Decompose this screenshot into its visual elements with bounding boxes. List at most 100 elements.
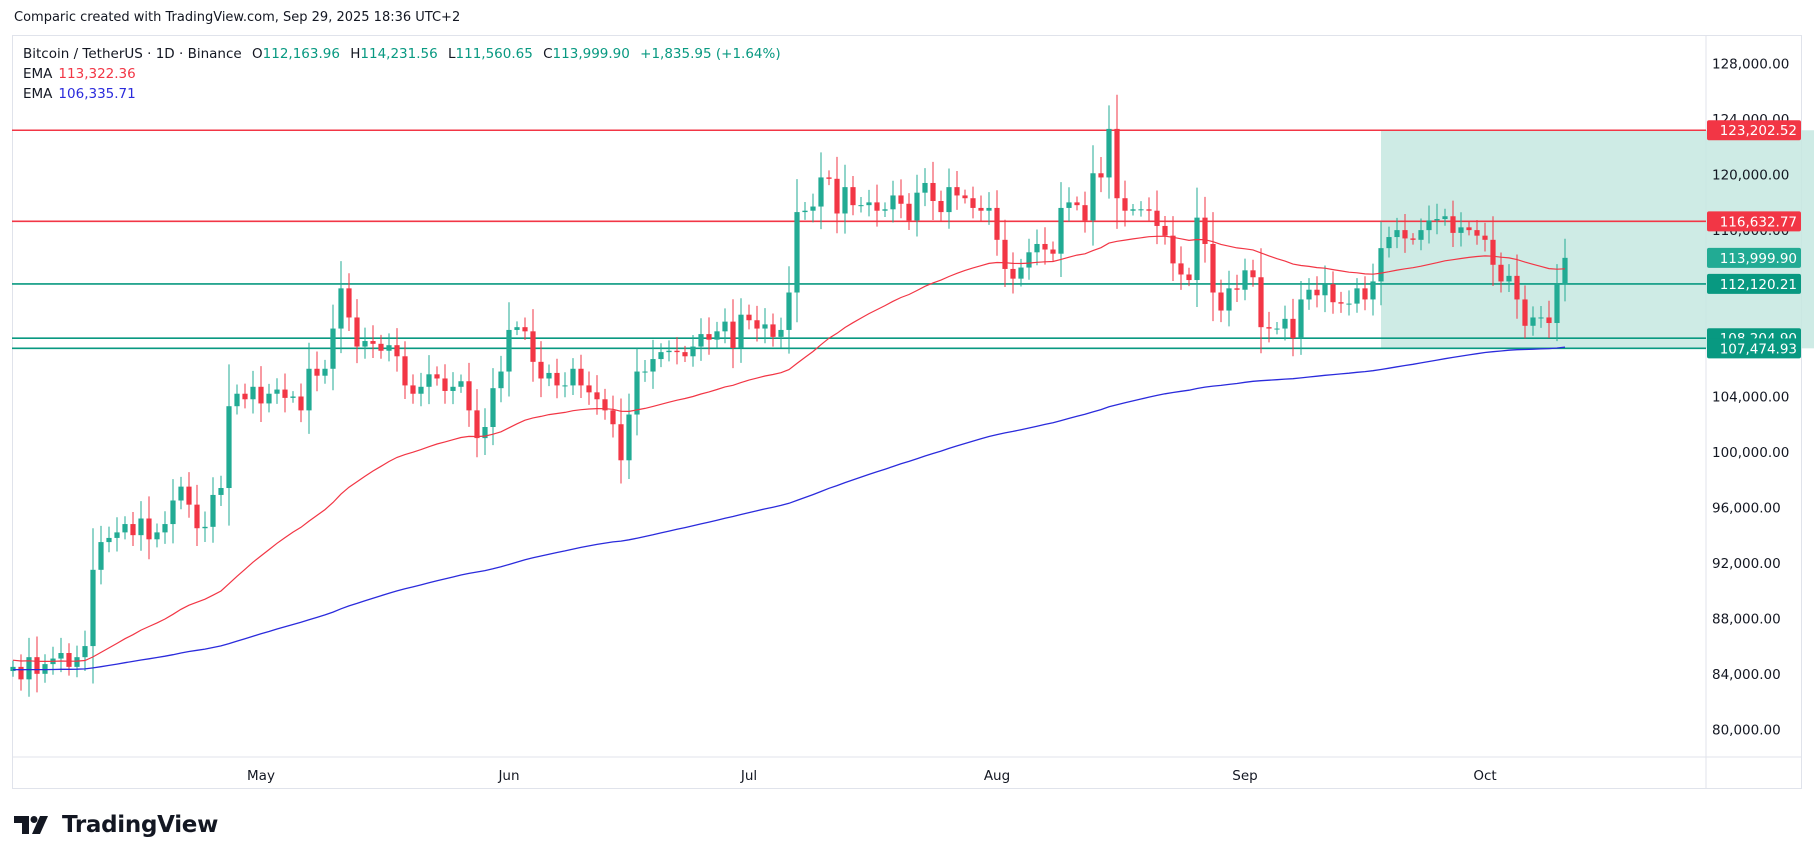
symbol-title[interactable]: Bitcoin / TetherUS · 1D · Binance <box>23 46 242 62</box>
candle-body[interactable] <box>874 202 880 211</box>
candle-body[interactable] <box>1514 275 1520 300</box>
candle-body[interactable] <box>482 427 488 439</box>
candle-body[interactable] <box>706 334 712 340</box>
last-price-label-bg[interactable] <box>1707 247 1801 268</box>
candle-body[interactable] <box>266 393 272 404</box>
candle-body[interactable] <box>1434 219 1440 221</box>
candle-body[interactable] <box>1346 303 1352 305</box>
candle-body[interactable] <box>1394 230 1400 238</box>
candle-body[interactable] <box>1050 249 1056 254</box>
candle-body[interactable] <box>522 327 528 332</box>
candle-body[interactable] <box>578 368 584 386</box>
candle-body[interactable] <box>562 385 568 387</box>
candle-body[interactable] <box>1242 270 1248 290</box>
candle-body[interactable] <box>634 371 640 415</box>
candle-body[interactable] <box>514 327 520 330</box>
candle-body[interactable] <box>738 314 744 348</box>
candle-body[interactable] <box>354 317 360 347</box>
candle-body[interactable] <box>1098 173 1104 178</box>
candle-body[interactable] <box>1418 230 1424 240</box>
candle-body[interactable] <box>162 524 168 533</box>
candle-body[interactable] <box>1306 289 1312 300</box>
candle-body[interactable] <box>90 569 96 647</box>
candle-body[interactable] <box>1474 230 1480 236</box>
level-label-1-bg[interactable] <box>1707 211 1801 232</box>
candle-body[interactable] <box>1362 288 1368 300</box>
candle-body[interactable] <box>1034 243 1040 253</box>
candle-body[interactable] <box>1538 317 1544 319</box>
candle-body[interactable] <box>1066 202 1072 208</box>
candle-body[interactable] <box>994 207 1000 240</box>
candle-body[interactable] <box>770 324 776 337</box>
range-box[interactable] <box>1381 130 1814 349</box>
candle-body[interactable] <box>906 203 912 221</box>
candle-body[interactable] <box>434 374 440 379</box>
candle-body[interactable] <box>106 537 112 543</box>
candle-body[interactable] <box>978 207 984 211</box>
candle-body[interactable] <box>258 386 264 404</box>
candle-body[interactable] <box>642 371 648 373</box>
candle-body[interactable] <box>226 406 232 489</box>
candle-body[interactable] <box>610 410 616 425</box>
level-label-2-bg[interactable] <box>1707 273 1801 294</box>
candle-body[interactable] <box>1482 235 1488 240</box>
candle-body[interactable] <box>426 374 432 387</box>
candle-body[interactable] <box>1450 216 1456 233</box>
candle-body[interactable] <box>594 392 600 400</box>
candle-body[interactable] <box>410 385 416 394</box>
candle-body[interactable] <box>1162 225 1168 236</box>
candle-body[interactable] <box>1546 317 1552 324</box>
candle-body[interactable] <box>962 195 968 199</box>
candle-body[interactable] <box>666 350 672 353</box>
candle-body[interactable] <box>754 320 760 329</box>
candle-body[interactable] <box>154 532 160 540</box>
candle-body[interactable] <box>1506 275 1512 282</box>
candle-body[interactable] <box>1058 207 1064 254</box>
candle-body[interactable] <box>18 666 24 680</box>
candle-body[interactable] <box>1490 239 1496 265</box>
candle-body[interactable] <box>690 346 696 357</box>
candle-body[interactable] <box>418 386 424 394</box>
candle-body[interactable] <box>202 526 208 529</box>
candle-body[interactable] <box>498 371 504 389</box>
candle-body[interactable] <box>1082 205 1088 221</box>
candle-body[interactable] <box>386 345 392 351</box>
candle-body[interactable] <box>378 343 384 351</box>
candle-body[interactable] <box>842 187 848 214</box>
candle-body[interactable] <box>554 372 560 386</box>
candle-body[interactable] <box>1106 128 1112 178</box>
legend-ema-slow-row[interactable]: EMA 106,335.71 <box>23 84 781 104</box>
candle-body[interactable] <box>306 368 312 411</box>
candle-body[interactable] <box>930 182 936 201</box>
candle-body[interactable] <box>450 386 456 391</box>
candle-body[interactable] <box>794 212 800 293</box>
candle-body[interactable] <box>194 504 200 529</box>
candle-body[interactable] <box>1178 263 1184 275</box>
candle-body[interactable] <box>1026 252 1032 268</box>
candle-body[interactable] <box>698 334 704 347</box>
legend-ema-fast-row[interactable]: EMA 113,322.36 <box>23 64 781 84</box>
candle-body[interactable] <box>210 494 216 527</box>
candle-body[interactable] <box>1010 268 1016 279</box>
candle-body[interactable] <box>1114 128 1120 199</box>
candle-body[interactable] <box>1282 318 1288 329</box>
candle-body[interactable] <box>1554 284 1560 324</box>
candle-body[interactable] <box>218 488 224 495</box>
candle-body[interactable] <box>1314 289 1320 296</box>
candle-body[interactable] <box>442 378 448 391</box>
candle-body[interactable] <box>778 329 784 337</box>
candle-body[interactable] <box>1322 284 1328 296</box>
candle-body[interactable] <box>1378 248 1384 282</box>
candle-body[interactable] <box>1218 292 1224 311</box>
candle-body[interactable] <box>1338 302 1344 304</box>
candle-body[interactable] <box>1138 209 1144 211</box>
candle-body[interactable] <box>114 532 120 538</box>
candle-body[interactable] <box>1154 210 1160 226</box>
candle-body[interactable] <box>850 187 856 206</box>
candle-body[interactable] <box>1354 288 1360 304</box>
candle-body[interactable] <box>178 486 184 501</box>
candle-body[interactable] <box>1226 288 1232 311</box>
candle-body[interactable] <box>186 486 192 505</box>
candle-body[interactable] <box>290 396 296 398</box>
